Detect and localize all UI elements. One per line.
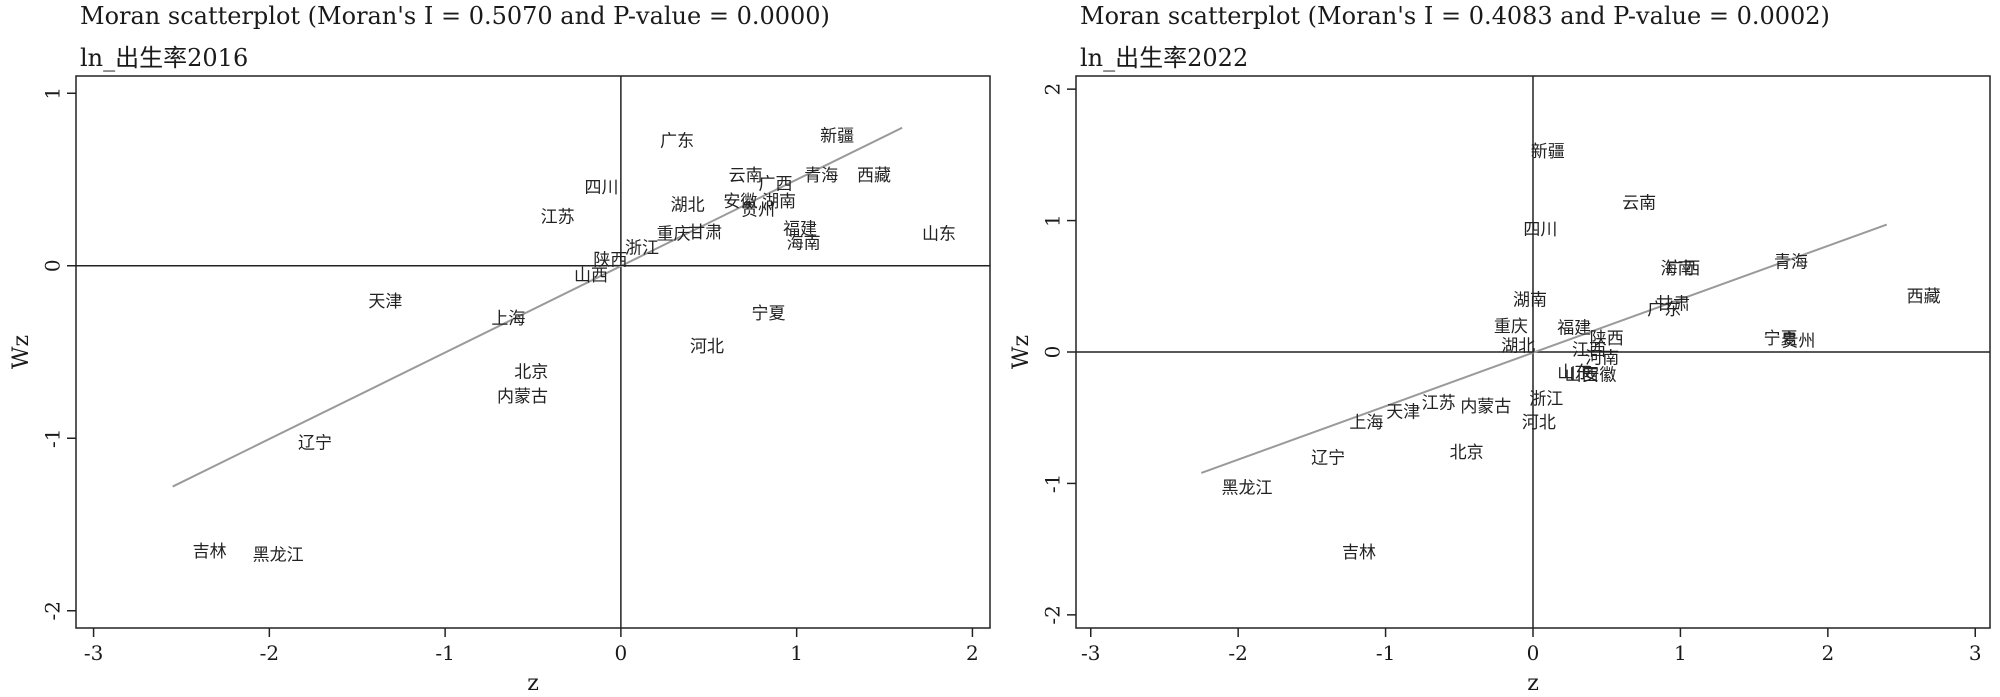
x-tick-label: 0 (1527, 641, 1540, 665)
y-tick-label: -2 (41, 601, 65, 620)
scatter-point-label: 山西 (574, 266, 608, 286)
moran-panel-2022: Moran scatterplot (Moran's I = 0.4083 an… (1000, 0, 2000, 697)
scatter-point-label: 河北 (1522, 413, 1556, 433)
scatter-point-label: 北京 (1450, 443, 1484, 463)
scatter-point-label: 海南 (1660, 259, 1694, 279)
scatter-point-label: 河南 (1585, 349, 1619, 369)
scatter-point-label: 陕西 (593, 251, 627, 271)
scatter-point-label: 重庆 (657, 225, 691, 245)
scatter-point-label: 内蒙古 (497, 387, 548, 407)
y-tick-label: -2 (1041, 605, 1065, 624)
scatter-point-label: 浙江 (1529, 389, 1563, 409)
scatter-point-label: 西藏 (1907, 287, 1941, 307)
scatter-point-label: 湖南 (762, 192, 796, 212)
scatter-point-label: 四川 (1523, 220, 1557, 240)
scatter-point-label: 上海 (491, 309, 525, 329)
scatter-point-label: 云南 (729, 166, 763, 186)
chart-subtitle: ln_出生率2016 (80, 44, 249, 72)
scatter-point-label: 青海 (1774, 253, 1808, 273)
x-tick-label: 2 (966, 641, 979, 665)
scatter-point-label: 吉林 (193, 542, 227, 562)
y-tick-label: -1 (1041, 474, 1065, 493)
scatter-point-label: 浙江 (625, 239, 659, 259)
x-tick-label: 1 (790, 641, 803, 665)
x-tick-label: 2 (1821, 641, 1834, 665)
y-tick-label: -1 (41, 429, 65, 448)
x-tick-label: -3 (1081, 641, 1100, 665)
plot-frame (75, 75, 991, 629)
x-tick-label: -3 (84, 641, 103, 665)
y-tick-label: 1 (41, 87, 65, 100)
scatter-point-label: 福建 (783, 220, 817, 240)
scatter-point-label: 吉林 (1342, 543, 1376, 563)
scatter-point-label: 宁夏 (752, 304, 786, 324)
x-tick-label: 1 (1674, 641, 1687, 665)
moran-panel-2016: Moran scatterplot (Moran's I = 0.5070 an… (9, 2, 991, 696)
y-axis-label: Wz (1009, 335, 1034, 369)
x-tick-label: -1 (435, 641, 454, 665)
scatter-point-label: 青海 (804, 166, 838, 186)
scatter-point-label: 天津 (368, 292, 402, 312)
scatter-point-label: 湖北 (1501, 337, 1535, 357)
x-tick-label: -2 (260, 641, 279, 665)
y-axis-label: Wz (9, 335, 34, 369)
scatter-point-label: 宁夏 (1764, 329, 1798, 349)
y-tick-label: 0 (41, 259, 65, 272)
x-tick-label: -1 (1376, 641, 1395, 665)
scatter-point-label: 福建 (1557, 318, 1591, 338)
scatter-point-label: 山东 (922, 225, 956, 245)
scatter-point-label: 山东 (1557, 363, 1591, 383)
scatter-point-label: 河北 (690, 337, 724, 357)
scatter-point-label: 湖南 (1513, 291, 1547, 311)
scatter-point-label: 云南 (1622, 193, 1656, 213)
scatter-point-label: 北京 (514, 363, 548, 383)
scatter-point-label: 黑龙江 (253, 546, 304, 566)
scatter-point-label: 四川 (585, 178, 619, 198)
scatter-point-label: 山西 (1565, 366, 1599, 386)
y-tick-label: 0 (1041, 346, 1065, 359)
scatter-point-label: 江苏 (541, 207, 575, 227)
x-tick-label: -2 (1228, 641, 1247, 665)
scatter-point-label: 新疆 (820, 126, 854, 146)
x-tick-label: 3 (1969, 641, 1982, 665)
scatter-point-label: 甘肃 (1656, 295, 1690, 315)
x-tick-label: 0 (615, 641, 628, 665)
scatter-point-label: 广西 (759, 175, 793, 195)
scatter-point-label: 安徽 (1582, 366, 1616, 386)
chart-subtitle: ln_出生率2022 (1080, 44, 1249, 72)
scatter-point-label: 内蒙古 (1460, 397, 1511, 417)
scatter-point-label: 湖北 (671, 195, 705, 215)
scatter-point-label: 辽宁 (298, 433, 332, 453)
scatter-point-label: 新疆 (1531, 142, 1565, 162)
scatter-point-label: 江西 (1572, 341, 1606, 361)
regression-fit-line (172, 126, 903, 488)
scatter-point-label: 上海 (1349, 413, 1383, 433)
scatter-point-label: 陕西 (1590, 329, 1624, 349)
scatter-point-label: 海南 (787, 233, 821, 253)
scatter-point-label: 广西 (1666, 259, 1700, 279)
y-tick-label: 1 (1041, 214, 1065, 227)
chart-title: Moran scatterplot (Moran's I = 0.4083 an… (1080, 2, 1830, 30)
scatter-point-label: 西藏 (857, 166, 891, 186)
scatter-point-label: 重庆 (1494, 317, 1528, 337)
scatter-point-label: 江苏 (1422, 393, 1456, 413)
scatter-point-label: 甘肃 (688, 223, 722, 243)
scatter-point-label: 辽宁 (1311, 448, 1345, 468)
y-tick-label: 2 (1041, 83, 1065, 96)
scatter-point-label: 贵州 (1781, 331, 1815, 351)
scatter-point-label: 贵州 (741, 201, 775, 221)
x-axis-label: z (527, 671, 539, 696)
regression-fit-line (1200, 223, 1888, 474)
x-axis-label: z (1527, 671, 1539, 696)
scatter-point-label: 天津 (1386, 402, 1420, 422)
scatter-point-label: 安徽 (723, 192, 757, 212)
scatter-point-label: 广东 (660, 132, 694, 152)
chart-title: Moran scatterplot (Moran's I = 0.5070 an… (80, 2, 830, 30)
scatter-point-label: 广东 (1647, 300, 1681, 320)
scatter-point-label: 黑龙江 (1222, 479, 1273, 499)
